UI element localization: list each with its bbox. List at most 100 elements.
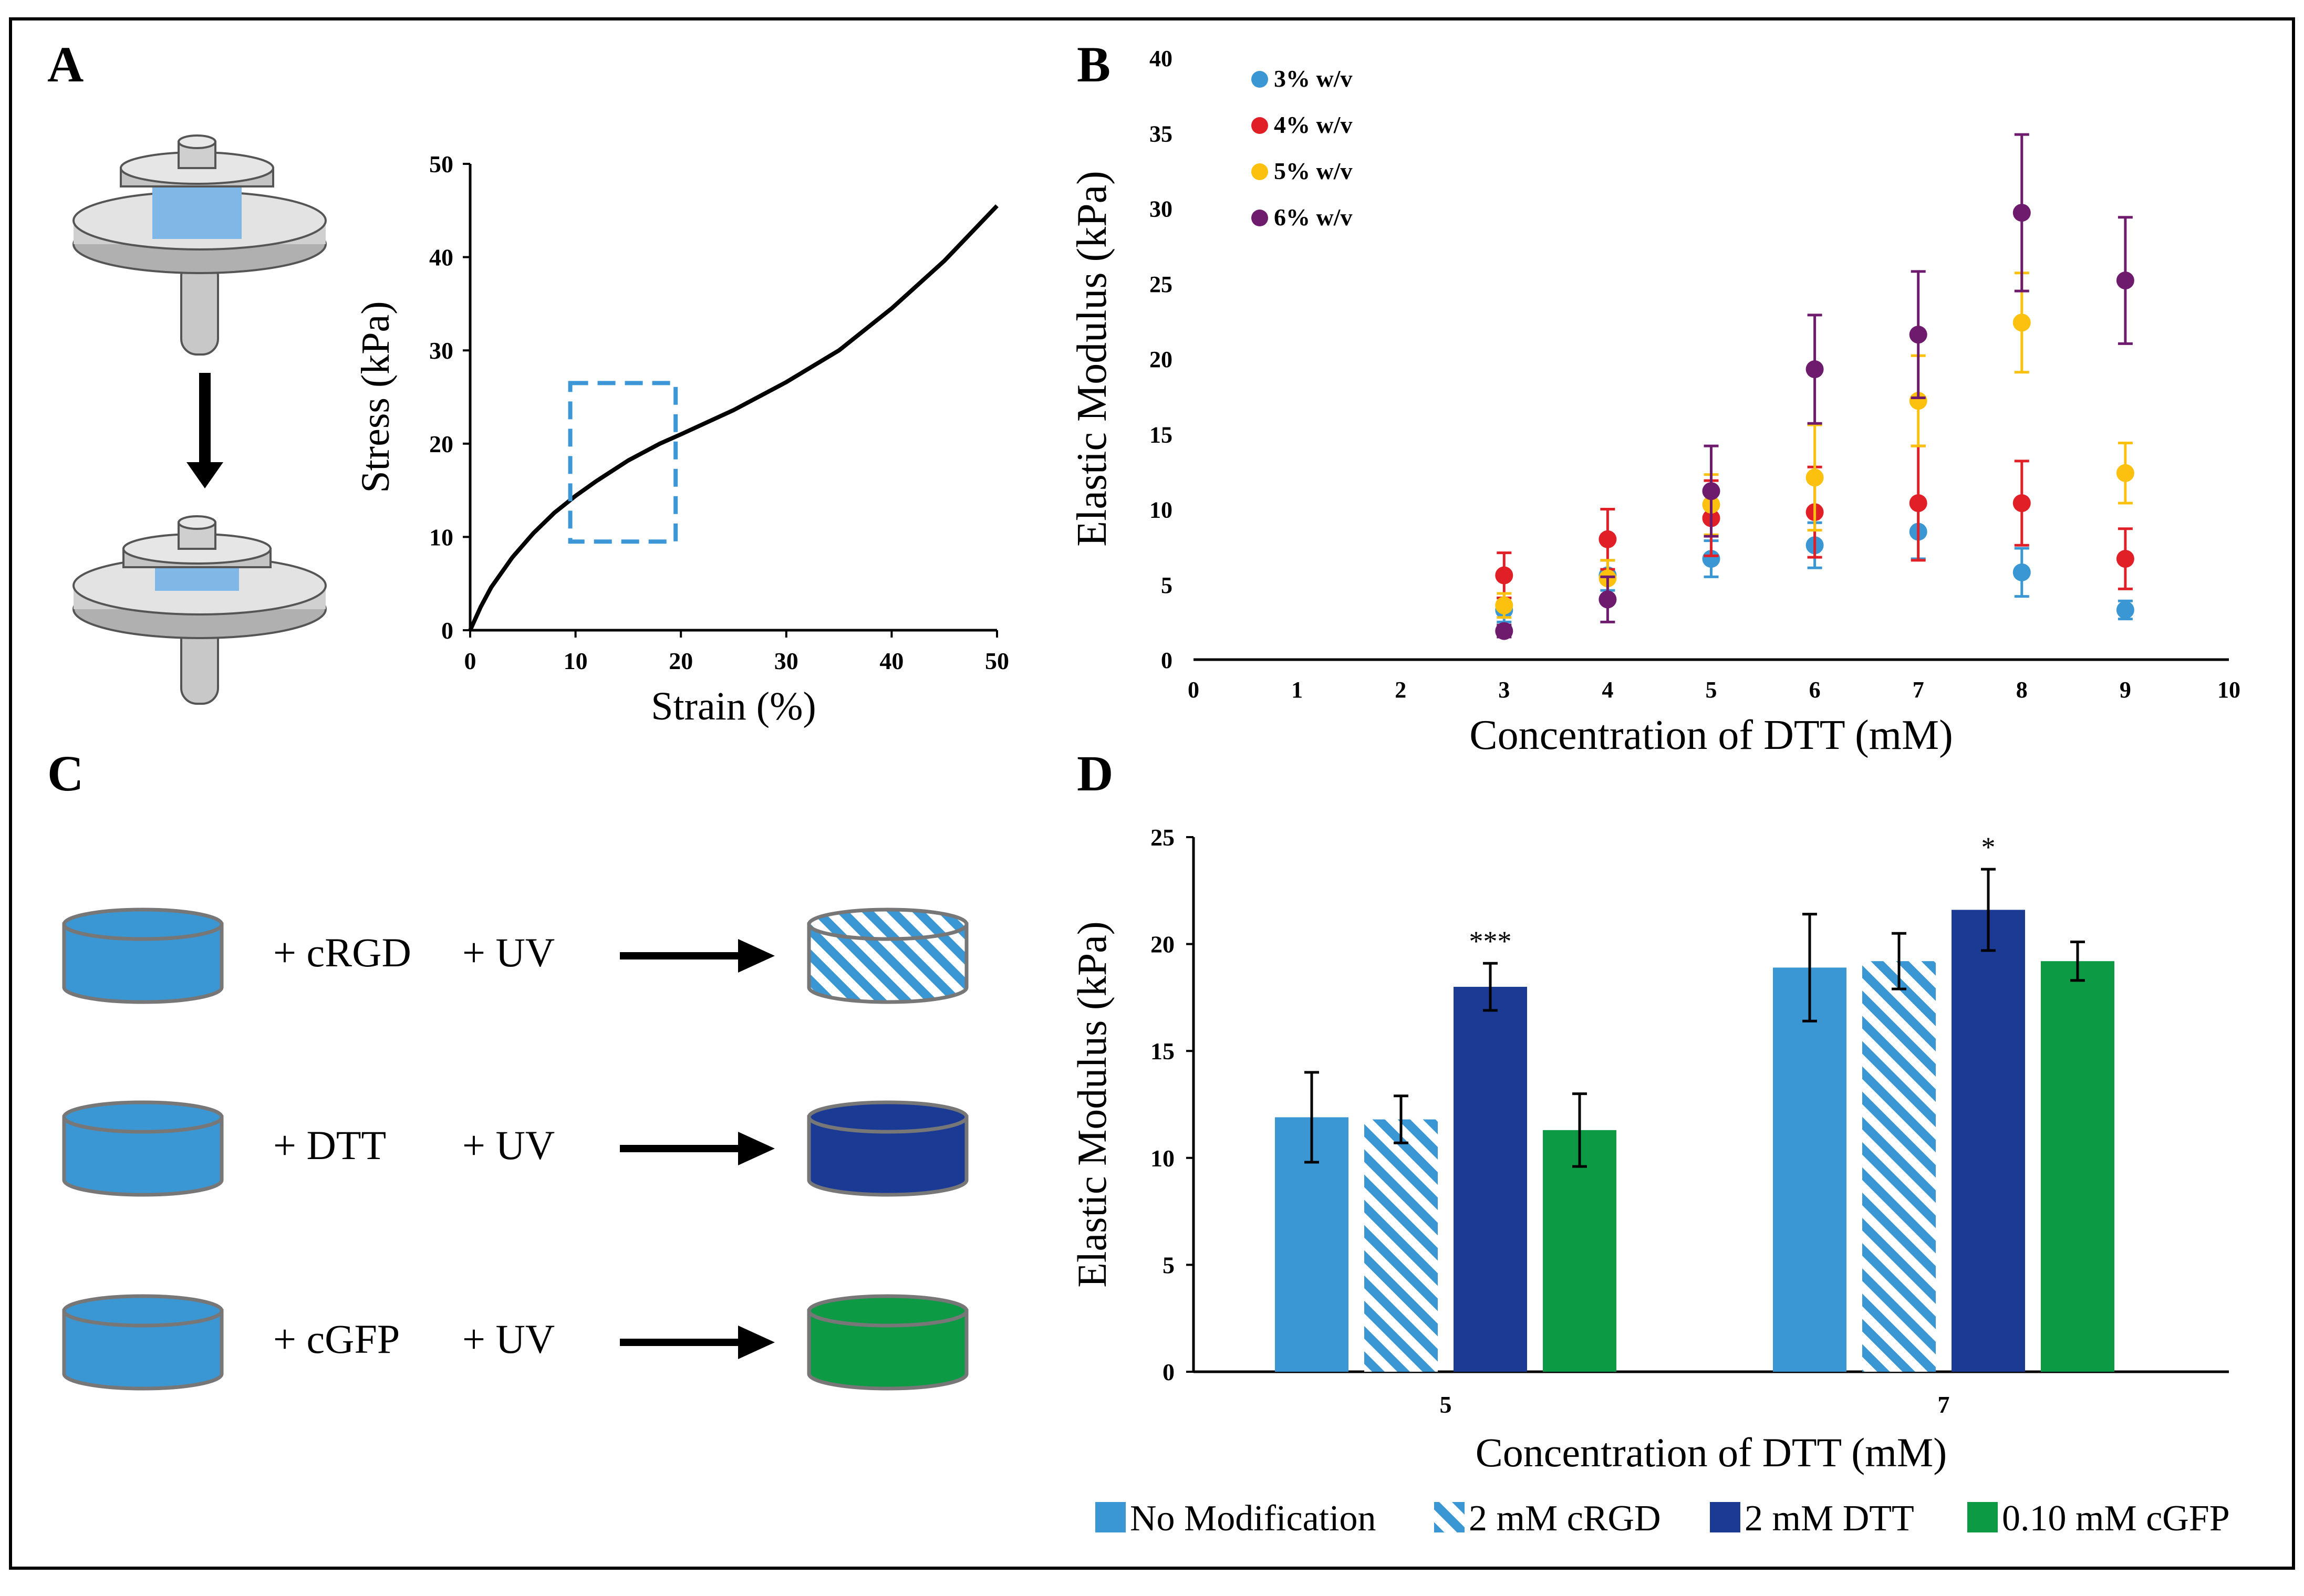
x-tick-label: 7 — [1913, 677, 1924, 703]
reagent-label: + cRGD — [273, 930, 411, 975]
panel-label-a: A — [47, 36, 84, 92]
x-tick-label: 3 — [1498, 677, 1510, 703]
reagent-label: + DTT — [273, 1122, 386, 1168]
x-tick-label: 9 — [2120, 677, 2131, 703]
significance-annotation: *** — [1469, 925, 1512, 957]
legend-swatch — [1434, 1502, 1465, 1532]
stress-strain-chart: 0 10 20 30 40 50 0 10 20 30 40 50 Strain (%) Stress (… — [354, 151, 1009, 728]
legend-swatch — [1967, 1502, 1998, 1532]
x-tick-label: 7 — [1938, 1391, 1950, 1418]
modification-bar-chart: 0 5 10 15 20 25 5 7 Concentration of DTT (mM) Ela… — [1069, 824, 2230, 1539]
y-tick-label: 20 — [1150, 931, 1175, 958]
y-tick-label: 20 — [1149, 347, 1172, 372]
y-tick-label: 25 — [1150, 824, 1175, 851]
modification-schematic: + cRGD + UV + DTT + UV + cGFP + UV — [62, 907, 969, 1391]
legend-label: 6% w/v — [1274, 204, 1353, 231]
x-tick-label: 6 — [1809, 677, 1821, 703]
gel-disk-after — [807, 1100, 969, 1197]
legend-label: 2 mM DTT — [1745, 1498, 1914, 1539]
gel-disk-before — [62, 1100, 224, 1197]
data-point — [1495, 596, 1513, 614]
reaction-arrowhead — [738, 1132, 775, 1165]
x-tick-label: 40 — [879, 648, 904, 674]
bar — [1952, 910, 2025, 1372]
x-tick-label: 5 — [1440, 1391, 1452, 1418]
data-point — [1702, 550, 1720, 568]
gel-disk-after — [807, 1294, 969, 1391]
x-tick-label: 10 — [2217, 677, 2240, 703]
uv-label: + UV — [462, 930, 555, 975]
x-tick-label: 10 — [564, 648, 588, 674]
y-axis-title: Elastic Modulus (kPa) — [1069, 171, 1115, 546]
x-tick-label: 30 — [774, 648, 798, 674]
legend-label: No Modification — [1130, 1498, 1376, 1539]
y-tick-label: 10 — [1149, 497, 1172, 523]
y-tick-label: 30 — [429, 337, 453, 364]
y-tick-label: 10 — [429, 524, 453, 550]
data-point — [1909, 326, 1927, 344]
legend-marker — [1251, 117, 1268, 134]
data-point — [1805, 360, 1824, 379]
bar — [2041, 961, 2114, 1372]
reaction-arrowhead — [738, 939, 775, 973]
data-point — [1495, 566, 1513, 585]
data-point — [2116, 464, 2134, 482]
legend-marker — [1251, 210, 1268, 226]
x-tick-label: 2 — [1395, 677, 1406, 703]
data-point — [2012, 314, 2031, 332]
rheometer-bottom — [72, 515, 327, 705]
x-tick-label: 5 — [1706, 677, 1717, 703]
bar — [1773, 967, 1846, 1372]
linear-region-box — [568, 381, 678, 544]
uv-label: + UV — [462, 1122, 555, 1168]
rheometer-top — [72, 134, 327, 356]
stress-strain-curve — [468, 204, 999, 631]
y-tick-label: 30 — [1149, 196, 1172, 222]
bar — [1454, 987, 1527, 1372]
y-tick-label: 5 — [1161, 572, 1172, 598]
y-tick-label: 15 — [1150, 1038, 1175, 1065]
data-point — [2012, 494, 2031, 513]
y-tick-label: 0 — [1163, 1359, 1175, 1385]
panel-label-c: C — [47, 745, 84, 801]
data-point — [1909, 494, 1927, 513]
legend-label: 0.10 mM cGFP — [2002, 1498, 2230, 1539]
compression-arrowhead — [186, 462, 223, 488]
x-tick-label: 4 — [1602, 677, 1613, 703]
bar — [1862, 961, 1936, 1372]
y-tick-label: 40 — [1149, 46, 1172, 71]
x-axis-title: Strain (%) — [651, 684, 816, 728]
gel-disk-before — [62, 907, 224, 1004]
y-tick-label: 25 — [1149, 272, 1172, 297]
uv-label: + UV — [462, 1316, 555, 1362]
y-axis-title: Elastic Modulus (kPa) — [1069, 921, 1115, 1288]
data-point — [1599, 590, 1617, 609]
y-tick-label: 50 — [429, 151, 453, 178]
data-point — [1805, 468, 1824, 487]
legend-label: 5% w/v — [1274, 158, 1353, 184]
y-tick-label: 5 — [1163, 1251, 1175, 1278]
bar — [1543, 1130, 1616, 1372]
data-point — [1495, 622, 1513, 640]
reagent-label: + cGFP — [273, 1316, 400, 1362]
gel-disk-after — [807, 907, 969, 1004]
legend-marker — [1251, 163, 1268, 180]
panel-label-b: B — [1077, 36, 1111, 92]
legend-marker — [1251, 71, 1268, 88]
significance-annotation: * — [1981, 831, 1996, 863]
y-tick-label: 0 — [1161, 648, 1172, 673]
series-6-w-v — [1495, 133, 2134, 640]
y-tick-label: 35 — [1149, 121, 1172, 147]
legend-label: 3% w/v — [1274, 65, 1353, 92]
y-tick-label: 40 — [429, 244, 453, 271]
panel-label-d: D — [1077, 745, 1113, 801]
x-tick-label: 8 — [2016, 677, 2028, 703]
data-point — [1599, 530, 1617, 548]
bar — [1364, 1119, 1438, 1372]
y-tick-label: 0 — [441, 617, 453, 644]
figure-border — [9, 17, 2295, 1570]
x-tick-label: 50 — [985, 648, 1009, 674]
rheometer-illustration — [72, 134, 327, 705]
legend-label: 2 mM cRGD — [1469, 1498, 1661, 1539]
data-point — [2116, 550, 2134, 568]
